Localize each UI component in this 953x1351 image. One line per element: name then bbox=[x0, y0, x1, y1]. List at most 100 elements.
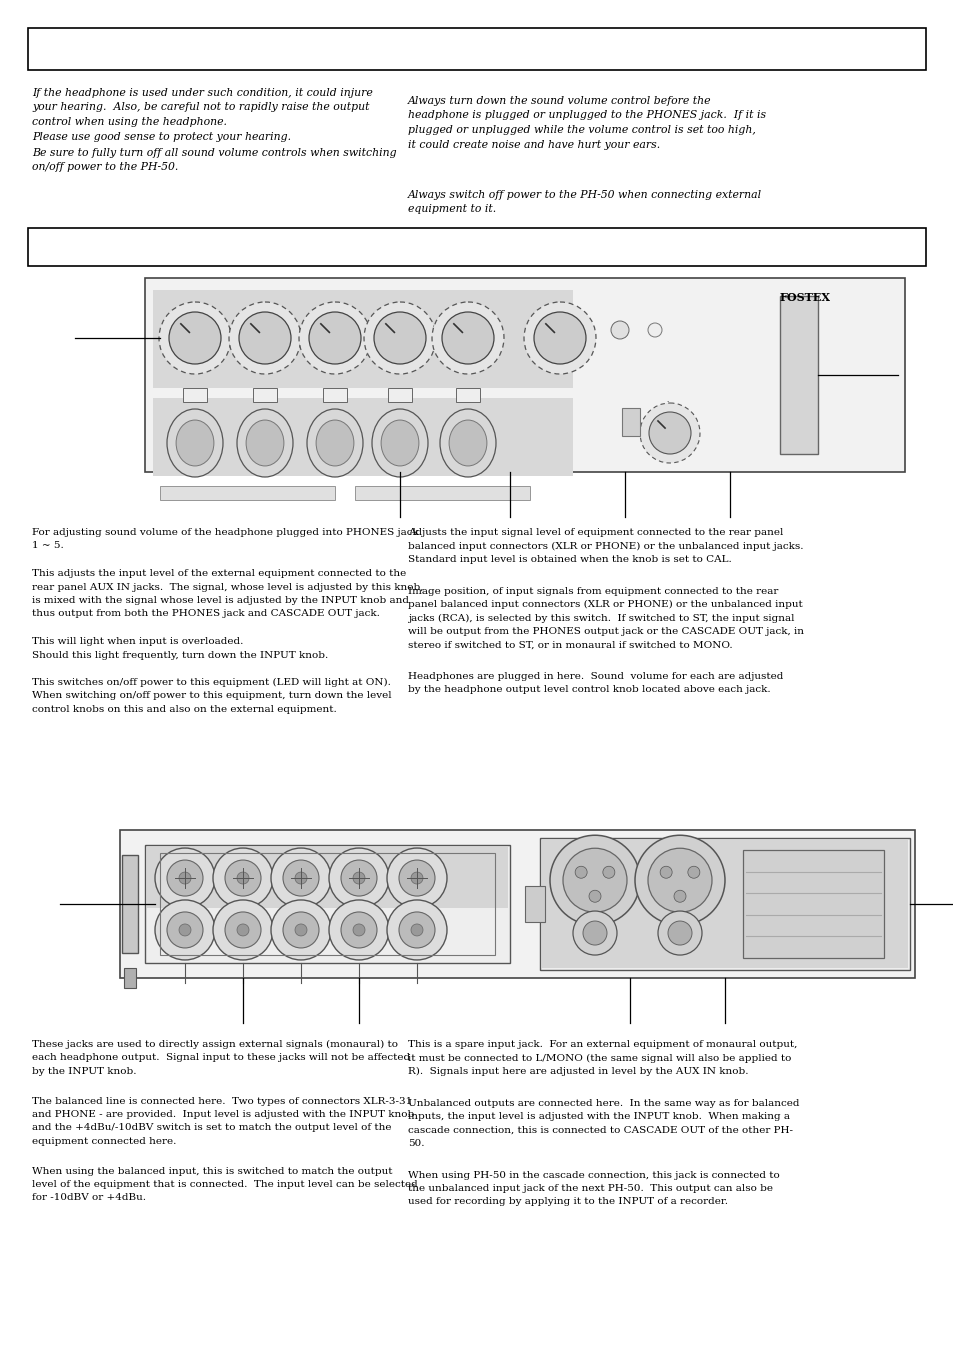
Circle shape bbox=[298, 303, 371, 374]
Text: for -10dBV or +4dBu.: for -10dBV or +4dBu. bbox=[32, 1193, 146, 1202]
Text: Standard input level is obtained when the knob is set to CAL.: Standard input level is obtained when th… bbox=[408, 555, 731, 563]
Text: it must be connected to L/MONO (the same signal will also be applied to: it must be connected to L/MONO (the same… bbox=[408, 1054, 791, 1063]
Circle shape bbox=[398, 861, 435, 896]
Circle shape bbox=[213, 848, 273, 908]
Ellipse shape bbox=[439, 409, 496, 477]
Circle shape bbox=[167, 912, 203, 948]
Circle shape bbox=[154, 900, 214, 961]
Circle shape bbox=[364, 303, 436, 374]
Text: panel balanced input connectors (XLR or PHONE) or the unbalanced input: panel balanced input connectors (XLR or … bbox=[408, 600, 801, 609]
Ellipse shape bbox=[449, 420, 486, 466]
Text: thus output from both the PHONES jack and CASCADE OUT jack.: thus output from both the PHONES jack an… bbox=[32, 609, 379, 619]
Circle shape bbox=[441, 312, 494, 363]
Circle shape bbox=[411, 871, 422, 884]
Circle shape bbox=[667, 921, 691, 946]
Circle shape bbox=[387, 900, 447, 961]
Circle shape bbox=[673, 890, 685, 902]
Bar bbox=[145, 278, 904, 471]
Text: level of the equipment that is connected.  The input level can be selected: level of the equipment that is connected… bbox=[32, 1179, 417, 1189]
Bar bbox=[742, 850, 883, 958]
Circle shape bbox=[582, 921, 606, 946]
Text: it could create noise and have hurt your ears.: it could create noise and have hurt your… bbox=[408, 139, 659, 150]
Circle shape bbox=[340, 912, 376, 948]
Circle shape bbox=[387, 848, 447, 908]
Text: headphone is plugged or unplugged to the PHONES jack.  If it is: headphone is plugged or unplugged to the… bbox=[408, 111, 765, 120]
Circle shape bbox=[635, 835, 724, 925]
Text: Always turn down the sound volume control before the: Always turn down the sound volume contro… bbox=[408, 96, 711, 105]
Circle shape bbox=[179, 871, 191, 884]
Text: and PHONE - are provided.  Input level is adjusted with the INPUT knob: and PHONE - are provided. Input level is… bbox=[32, 1111, 414, 1119]
Text: control when using the headphone.: control when using the headphone. bbox=[32, 118, 227, 127]
Circle shape bbox=[283, 861, 318, 896]
Circle shape bbox=[239, 312, 291, 363]
Bar bbox=[183, 388, 207, 403]
Bar bbox=[122, 855, 138, 952]
Text: Image position, of input signals from equipment connected to the rear: Image position, of input signals from eq… bbox=[408, 586, 778, 596]
Text: Headphones are plugged in here.  Sound  volume for each are adjusted: Headphones are plugged in here. Sound vo… bbox=[408, 671, 782, 681]
Circle shape bbox=[167, 861, 203, 896]
Text: the unbalanced input jack of the next PH-50.  This output can also be: the unbalanced input jack of the next PH… bbox=[408, 1183, 772, 1193]
Text: inputs, the input level is adjusted with the INPUT knob.  When making a: inputs, the input level is adjusted with… bbox=[408, 1112, 789, 1121]
Circle shape bbox=[329, 848, 389, 908]
Circle shape bbox=[236, 924, 249, 936]
Text: 50.: 50. bbox=[408, 1139, 424, 1148]
Text: When using PH-50 in the cascade connection, this jack is connected to: When using PH-50 in the cascade connecti… bbox=[408, 1170, 779, 1179]
Circle shape bbox=[353, 871, 365, 884]
Circle shape bbox=[610, 322, 628, 339]
Ellipse shape bbox=[372, 409, 428, 477]
Text: The balanced line is connected here.  Two types of connectors XLR-3-31: The balanced line is connected here. Two… bbox=[32, 1097, 412, 1105]
Circle shape bbox=[154, 848, 214, 908]
Bar bbox=[160, 486, 335, 500]
Bar bbox=[456, 388, 479, 403]
Circle shape bbox=[283, 912, 318, 948]
Text: Should this light frequently, turn down the INPUT knob.: Should this light frequently, turn down … bbox=[32, 650, 328, 659]
Text: For adjusting sound volume of the headphone plugged into PHONES jack: For adjusting sound volume of the headph… bbox=[32, 528, 418, 536]
Circle shape bbox=[588, 890, 600, 902]
Bar bbox=[323, 388, 347, 403]
Circle shape bbox=[639, 403, 700, 463]
Bar bbox=[524, 886, 544, 921]
Text: Be sure to fully turn off all sound volume controls when switching: Be sure to fully turn off all sound volu… bbox=[32, 149, 396, 158]
Circle shape bbox=[213, 900, 273, 961]
Bar bbox=[28, 228, 925, 266]
Circle shape bbox=[432, 303, 503, 374]
Circle shape bbox=[179, 924, 191, 936]
Bar bbox=[541, 840, 907, 969]
Circle shape bbox=[353, 924, 365, 936]
Circle shape bbox=[225, 912, 261, 948]
Text: These jacks are used to directly assign external signals (monaural) to: These jacks are used to directly assign … bbox=[32, 1040, 397, 1050]
Ellipse shape bbox=[307, 409, 363, 477]
Circle shape bbox=[340, 861, 376, 896]
Ellipse shape bbox=[246, 420, 284, 466]
Ellipse shape bbox=[315, 420, 354, 466]
Bar bbox=[621, 408, 639, 436]
Bar bbox=[124, 969, 136, 988]
Text: Always switch off power to the PH-50 when connecting external: Always switch off power to the PH-50 whe… bbox=[408, 190, 761, 200]
Circle shape bbox=[550, 835, 639, 925]
Bar bbox=[145, 844, 510, 963]
Text: stereo if switched to ST, or in monaural if switched to MONO.: stereo if switched to ST, or in monaural… bbox=[408, 640, 732, 650]
Text: This switches on/off power to this equipment (LED will light at ON).: This switches on/off power to this equip… bbox=[32, 678, 391, 688]
Circle shape bbox=[573, 911, 617, 955]
Bar bbox=[780, 296, 817, 454]
Circle shape bbox=[562, 848, 626, 912]
Bar bbox=[388, 388, 412, 403]
Circle shape bbox=[329, 900, 389, 961]
Text: R).  Signals input here are adjusted in level by the AUX IN knob.: R). Signals input here are adjusted in l… bbox=[408, 1067, 748, 1077]
Text: each headphone output.  Signal input to these jacks will not be affected: each headphone output. Signal input to t… bbox=[32, 1054, 410, 1062]
Circle shape bbox=[229, 303, 301, 374]
Circle shape bbox=[534, 312, 585, 363]
Ellipse shape bbox=[167, 409, 223, 477]
Text: balanced input connectors (XLR or PHONE) or the unbalanced input jacks.: balanced input connectors (XLR or PHONE)… bbox=[408, 542, 802, 551]
Text: on/off power to the PH-50.: on/off power to the PH-50. bbox=[32, 162, 178, 173]
Text: your hearing.  Also, be careful not to rapidly raise the output: your hearing. Also, be careful not to ra… bbox=[32, 103, 369, 112]
Circle shape bbox=[294, 871, 307, 884]
Bar bbox=[355, 486, 530, 500]
Text: jacks (RCA), is selected by this switch.  If switched to ST, the input signal: jacks (RCA), is selected by this switch.… bbox=[408, 613, 794, 623]
Text: When switching on/off power to this equipment, turn down the level: When switching on/off power to this equi… bbox=[32, 692, 392, 701]
Text: When using the balanced input, this is switched to match the output: When using the balanced input, this is s… bbox=[32, 1166, 392, 1175]
Text: control knobs on this and also on the external equipment.: control knobs on this and also on the ex… bbox=[32, 705, 336, 713]
Text: FOSTEX: FOSTEX bbox=[780, 292, 830, 303]
Bar bbox=[120, 830, 914, 978]
Circle shape bbox=[647, 848, 711, 912]
